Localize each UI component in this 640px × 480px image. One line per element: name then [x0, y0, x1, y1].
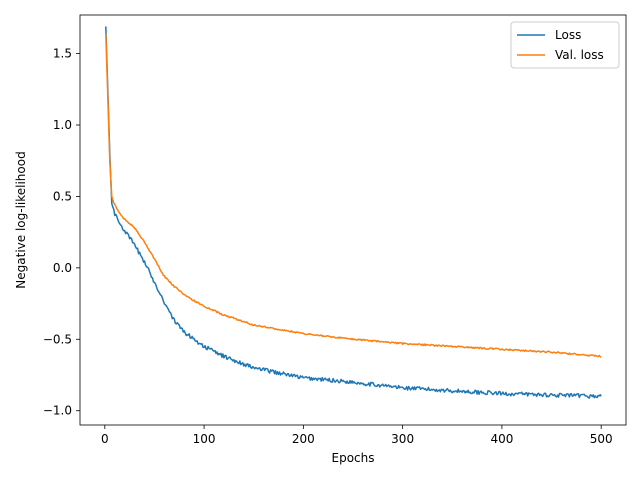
- y-tick-label: 1.0: [53, 118, 72, 132]
- x-tick-label: 300: [391, 432, 414, 446]
- x-tick-label: 500: [590, 432, 613, 446]
- y-tick-label: 0.0: [53, 261, 72, 275]
- y-tick-label: 1.5: [53, 47, 72, 61]
- series-line-val-loss: [105, 33, 602, 358]
- legend-box: [510, 21, 620, 69]
- x-tick-label: 0: [101, 432, 109, 446]
- y-tick-label: −1.0: [43, 404, 72, 418]
- series-line-loss: [105, 26, 602, 399]
- legend-label: Val. loss: [555, 48, 604, 62]
- x-tick-label: 100: [193, 432, 216, 446]
- x-axis-label: Epochs: [332, 451, 375, 465]
- y-axis-label: Negative log-likelihood: [14, 151, 28, 288]
- y-tick-label: −0.5: [43, 332, 72, 346]
- legend-label: Loss: [555, 28, 581, 42]
- y-axis-ticks: −1.0 −0.5 0.0 0.5 1.0 1.5: [43, 47, 80, 418]
- plot-area: [80, 15, 626, 425]
- x-tick-label: 200: [292, 432, 315, 446]
- x-axis-ticks: 0 100 200 300 400 500: [101, 425, 613, 446]
- x-tick-label: 400: [490, 432, 513, 446]
- series-layer: [105, 26, 602, 399]
- plot-frame: [79, 14, 627, 426]
- y-tick-label: 0.5: [53, 189, 72, 203]
- legend: Loss Val. loss: [510, 21, 620, 69]
